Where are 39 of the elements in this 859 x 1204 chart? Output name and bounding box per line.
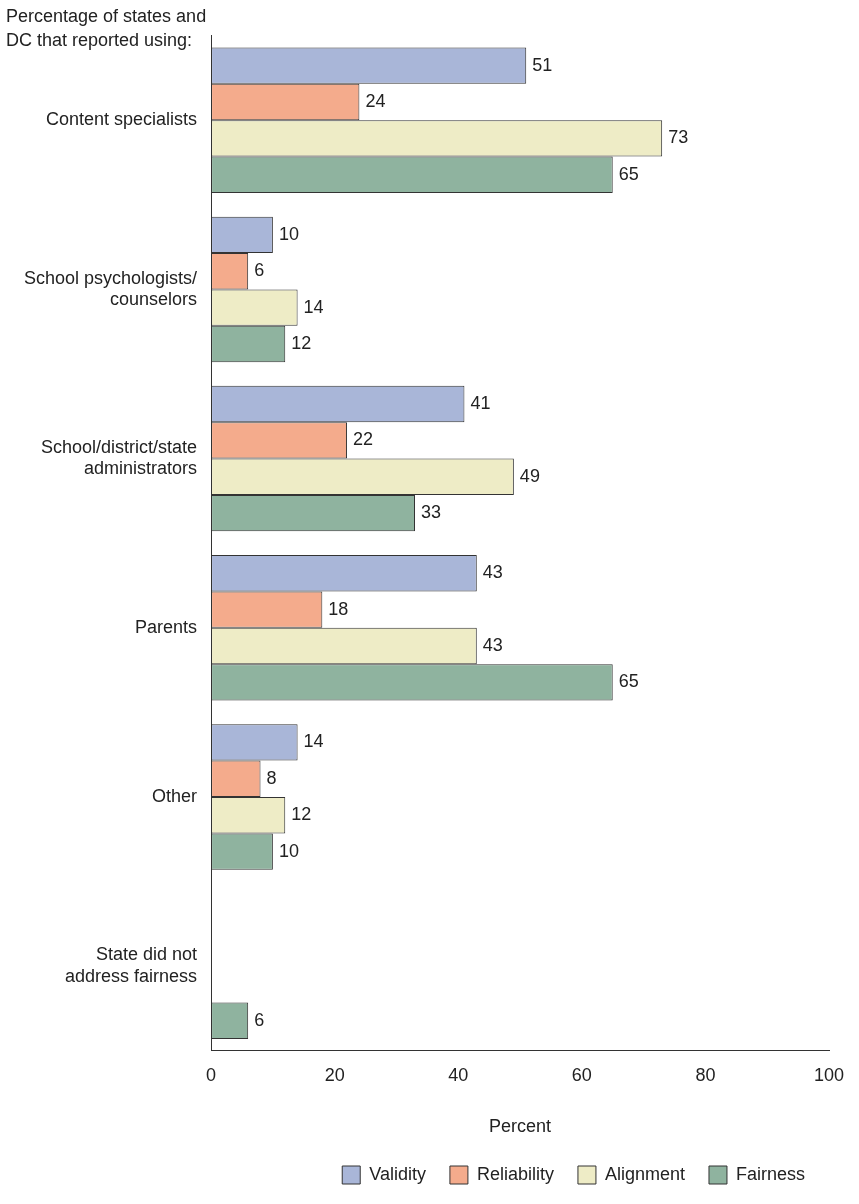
data-label: 43 (482, 562, 503, 583)
y-tick-label: Content specialists (46, 109, 198, 130)
x-tick-label: 40 (448, 1064, 469, 1085)
data-label: 8 (266, 767, 277, 788)
x-tick-label: 100 (813, 1064, 845, 1085)
data-label: 14 (303, 731, 324, 752)
data-label: 14 (303, 296, 324, 317)
data-label: 65 (618, 671, 639, 692)
legend-label: Validity (369, 1163, 426, 1184)
y-tick-label: State did not address fairness (65, 944, 198, 986)
x-axis-title: Percent (489, 1116, 552, 1137)
data-label: 12 (291, 332, 312, 353)
data-label: 24 (365, 90, 386, 111)
data-label: 12 (291, 804, 312, 825)
x-tick-label: 60 (571, 1064, 592, 1085)
data-label: 6 (254, 1009, 265, 1030)
y-tick-label: Other (152, 785, 198, 806)
data-label: 65 (618, 163, 639, 184)
data-label: 10 (278, 223, 299, 244)
data-label: 51 (532, 54, 553, 75)
x-tick-label: 20 (324, 1064, 345, 1085)
data-label: 49 (519, 465, 540, 486)
data-label: 6 (254, 260, 265, 281)
data-label: 18 (328, 598, 349, 619)
data-label: 73 (668, 127, 689, 148)
chart-title: Percentage of states and DC that reported using: (6, 5, 207, 52)
data-label: 22 (353, 429, 374, 450)
legend-label: Fairness (735, 1163, 806, 1184)
data-label: 10 (278, 840, 299, 861)
data-label: 43 (482, 634, 503, 655)
y-tick-label: Parents (135, 616, 198, 637)
x-tick-label: 80 (695, 1064, 716, 1085)
data-label: 33 (421, 502, 442, 523)
legend-label: Alignment (604, 1163, 685, 1184)
y-tick-label: School psychologists/ counselors (24, 267, 198, 310)
legend-label: Reliability (476, 1163, 554, 1184)
y-tick-label: School/district/state administrators (41, 436, 198, 479)
x-tick-label: 0 (206, 1064, 217, 1085)
data-label: 41 (470, 393, 491, 413)
